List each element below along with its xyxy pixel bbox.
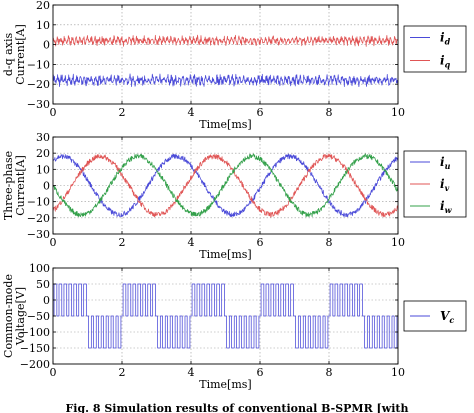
y-tick-label: −20 bbox=[27, 212, 50, 225]
x-tick-label: 2 bbox=[119, 366, 126, 379]
series-group bbox=[53, 153, 398, 218]
y-axis-label-line: Three-phase bbox=[2, 151, 15, 220]
x-tick-label: 6 bbox=[257, 106, 264, 119]
y-tick-label: −20 bbox=[27, 78, 50, 91]
x-tick-label: 10 bbox=[391, 366, 405, 379]
y-tick-label: 10 bbox=[36, 19, 50, 32]
legend-label-sub: c bbox=[449, 315, 454, 325]
series-line-iu bbox=[53, 153, 398, 218]
y-tick-label: 0 bbox=[43, 39, 50, 52]
x-axis-label: Time[ms] bbox=[199, 118, 251, 131]
legend-label-main: i bbox=[440, 31, 445, 45]
y-tick-label: 50 bbox=[36, 278, 50, 291]
legend: Vc bbox=[403, 300, 467, 332]
legend-label: iv bbox=[440, 177, 450, 193]
x-axis-label: Time[ms] bbox=[199, 248, 251, 261]
legend-label-main: i bbox=[440, 155, 445, 169]
y-tick-label: 20 bbox=[36, 0, 50, 12]
y-axis-label-line: Common-mode bbox=[2, 274, 15, 358]
y-tick-label: 0 bbox=[43, 294, 50, 307]
y-tick-label: −100 bbox=[20, 326, 50, 339]
x-tick-label: 8 bbox=[326, 106, 333, 119]
y-tick-label: −200 bbox=[20, 358, 50, 371]
legend-label: iq bbox=[440, 54, 451, 70]
legend-label-sub: u bbox=[445, 161, 451, 171]
legend-label-main: i bbox=[440, 199, 445, 213]
y-axis-label-line: Voltage[V] bbox=[14, 287, 27, 346]
x-tick-label: 8 bbox=[326, 366, 333, 379]
y-axis-label-line: Current[A] bbox=[14, 24, 27, 85]
x-tick-label: 0 bbox=[50, 366, 57, 379]
legend-label: iu bbox=[440, 155, 451, 171]
legend-label-sub: w bbox=[445, 205, 453, 215]
x-tick-label: 8 bbox=[326, 236, 333, 249]
y-tick-label: −10 bbox=[27, 58, 50, 71]
x-axis-label: Time[ms] bbox=[199, 378, 251, 391]
chart-panel-3: 0 2 4 6 8 10 −200 −150 −100 −50 0 50 100 Time[ms] Comm… bbox=[2, 262, 467, 391]
y-axis-label: Common-modeVoltage[V] bbox=[2, 274, 27, 358]
legend-label-main: i bbox=[440, 177, 445, 191]
x-tick-label: 4 bbox=[188, 366, 195, 379]
legend-label-main: i bbox=[440, 54, 445, 68]
chart-panel-2: 0 2 4 6 8 10 −30 −20 −10 0 10 20 30 Time[ms] Three-pha… bbox=[2, 131, 467, 261]
legend-label: id bbox=[440, 31, 451, 47]
y-tick-label: 30 bbox=[36, 131, 50, 144]
series-line-id bbox=[53, 73, 398, 88]
y-tick-label: −30 bbox=[27, 98, 50, 111]
series-line-vc bbox=[53, 283, 398, 349]
legend-label-sub: d bbox=[445, 37, 451, 47]
y-tick-label: 10 bbox=[36, 163, 50, 176]
y-axis-label: Three-phaseCurrent[A] bbox=[2, 151, 27, 220]
y-tick-label: −30 bbox=[27, 228, 50, 241]
x-tick-label: 2 bbox=[119, 236, 126, 249]
y-axis-label-line: d-q axis bbox=[2, 33, 15, 77]
legend-label-sub: v bbox=[445, 183, 450, 193]
legend-label-sub: q bbox=[445, 60, 451, 70]
plot-frame bbox=[52, 4, 399, 105]
series-line-iq bbox=[53, 34, 398, 47]
y-tick-label: −150 bbox=[20, 342, 50, 355]
x-tick-label: 4 bbox=[188, 236, 195, 249]
x-tick-label: 0 bbox=[50, 106, 57, 119]
figure-caption: Fig. 8 Simulation results of conventiona… bbox=[66, 402, 409, 413]
legend-label-main: V bbox=[440, 309, 451, 323]
x-tick-label: 6 bbox=[257, 236, 264, 249]
x-tick-label: 10 bbox=[391, 236, 405, 249]
x-tick-label: 10 bbox=[391, 106, 405, 119]
legend-label: Vc bbox=[440, 309, 454, 325]
x-tick-label: 4 bbox=[188, 106, 195, 119]
series-line-iv bbox=[53, 153, 398, 218]
y-axis-label-line: Current[A] bbox=[14, 155, 27, 216]
y-tick-label: 100 bbox=[29, 262, 50, 275]
chart-panel-1: 0 2 4 6 8 10 −30 −20 −10 0 10 20 Time[ms] d-q axisCur… bbox=[2, 0, 467, 131]
x-tick-label: 2 bbox=[119, 106, 126, 119]
y-tick-label: −50 bbox=[27, 310, 50, 323]
series-group bbox=[53, 34, 398, 88]
x-tick-label: 0 bbox=[50, 236, 57, 249]
y-tick-label: 20 bbox=[36, 147, 50, 160]
series-line-iw bbox=[53, 153, 398, 218]
legend-label: iw bbox=[440, 199, 453, 215]
legend-box bbox=[403, 25, 467, 73]
y-tick-label: 0 bbox=[43, 180, 50, 193]
x-tick-label: 6 bbox=[257, 366, 264, 379]
series-group bbox=[53, 283, 398, 349]
y-axis-label: d-q axisCurrent[A] bbox=[2, 24, 27, 85]
y-tick-label: −10 bbox=[27, 196, 50, 209]
